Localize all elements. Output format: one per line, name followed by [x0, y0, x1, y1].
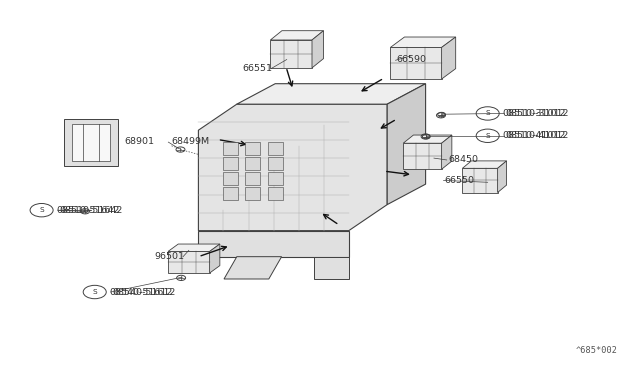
Text: 68499M: 68499M [172, 137, 210, 146]
Polygon shape [403, 135, 452, 143]
Text: 66550: 66550 [445, 176, 475, 185]
FancyBboxPatch shape [268, 142, 283, 155]
Text: 08510-31012: 08510-31012 [506, 109, 569, 118]
Text: 96501: 96501 [154, 252, 184, 261]
Polygon shape [64, 119, 118, 166]
FancyBboxPatch shape [223, 157, 238, 170]
Polygon shape [72, 124, 110, 161]
Polygon shape [237, 84, 426, 104]
Polygon shape [390, 47, 442, 79]
Polygon shape [168, 244, 220, 251]
FancyBboxPatch shape [245, 142, 260, 155]
Text: 08510-41012: 08510-41012 [506, 131, 569, 140]
Text: 08510-41012: 08510-41012 [502, 131, 566, 140]
Polygon shape [312, 31, 324, 68]
Text: 08510-51642: 08510-51642 [59, 206, 122, 215]
Polygon shape [224, 257, 282, 279]
Polygon shape [498, 161, 507, 193]
Text: 68901: 68901 [125, 137, 155, 146]
Polygon shape [270, 31, 324, 40]
Text: 08540-51612: 08540-51612 [109, 288, 173, 296]
FancyBboxPatch shape [245, 187, 260, 200]
Polygon shape [442, 37, 456, 79]
FancyBboxPatch shape [245, 172, 260, 185]
Text: S: S [92, 289, 97, 295]
Polygon shape [387, 84, 426, 205]
Polygon shape [463, 161, 507, 168]
Polygon shape [168, 251, 210, 273]
Polygon shape [442, 135, 452, 169]
Text: 08510-31012: 08510-31012 [502, 109, 566, 118]
Polygon shape [463, 168, 498, 193]
Text: 66551: 66551 [242, 64, 272, 73]
Text: 08540-51612: 08540-51612 [112, 288, 175, 296]
FancyBboxPatch shape [268, 187, 283, 200]
FancyBboxPatch shape [268, 172, 283, 185]
Polygon shape [403, 143, 442, 169]
Polygon shape [314, 257, 349, 279]
Text: S: S [485, 110, 490, 116]
Text: 68450: 68450 [448, 155, 478, 164]
Text: 66590: 66590 [397, 55, 427, 64]
Polygon shape [210, 244, 220, 273]
FancyBboxPatch shape [223, 187, 238, 200]
FancyBboxPatch shape [245, 157, 260, 170]
Text: ^685*002: ^685*002 [575, 346, 618, 355]
Polygon shape [198, 231, 349, 257]
Polygon shape [198, 104, 387, 231]
Polygon shape [390, 37, 456, 47]
FancyBboxPatch shape [223, 172, 238, 185]
Text: 08510-51642: 08510-51642 [56, 206, 120, 215]
FancyBboxPatch shape [268, 157, 283, 170]
Text: S: S [485, 133, 490, 139]
FancyBboxPatch shape [223, 142, 238, 155]
Text: S: S [39, 207, 44, 213]
Polygon shape [270, 40, 312, 68]
